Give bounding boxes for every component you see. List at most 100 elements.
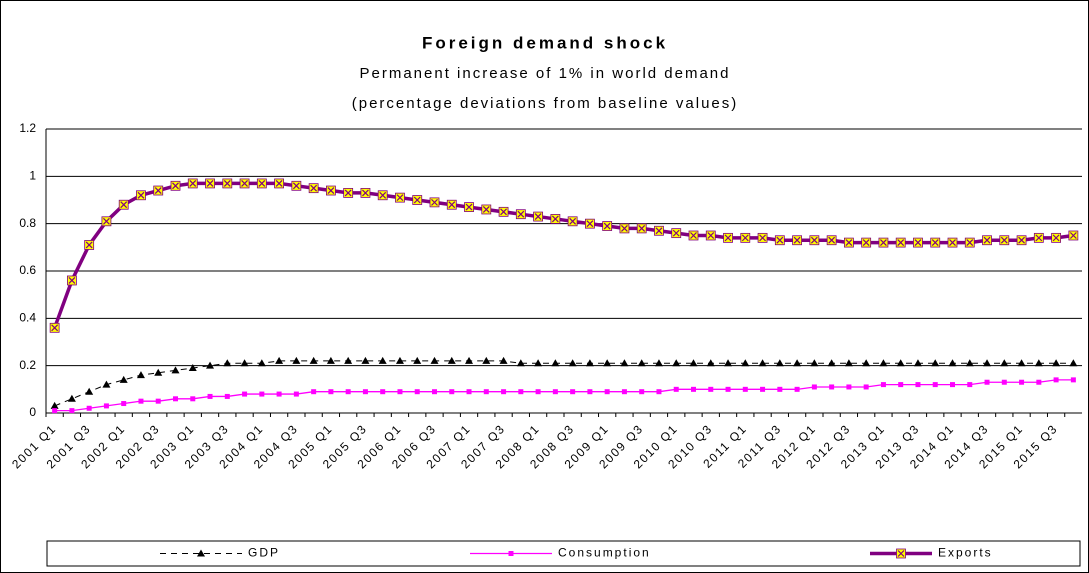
data-point <box>447 356 456 364</box>
data-point <box>1036 379 1042 385</box>
data-point-cross <box>707 232 715 239</box>
data-point <box>810 359 819 367</box>
data-point <box>430 356 439 364</box>
data-point-cross <box>1018 236 1025 244</box>
data-point-cross <box>292 182 300 190</box>
chart-subtitle: Permanent increase of 1% in world demand <box>360 65 731 82</box>
data-point <box>913 359 922 367</box>
y-tick-label: 0.8 <box>19 216 36 230</box>
data-point <box>932 382 938 388</box>
legend-label: Exports <box>938 546 993 560</box>
data-point <box>1019 379 1025 385</box>
data-point-cross <box>966 239 974 247</box>
data-point <box>432 389 437 395</box>
data-point <box>552 389 558 395</box>
data-point-cross <box>621 224 628 232</box>
data-point <box>862 359 871 367</box>
data-point-cross <box>241 180 248 187</box>
data-point <box>378 356 387 364</box>
data-point <box>863 384 869 390</box>
data-point-cross <box>759 234 766 242</box>
data-point-cross <box>690 232 697 239</box>
data-point-cross <box>51 324 59 332</box>
data-point-cross <box>275 180 283 187</box>
data-point <box>397 389 403 395</box>
data-point <box>844 359 853 367</box>
data-point <box>846 384 852 390</box>
data-point <box>361 356 370 364</box>
data-point <box>499 356 508 364</box>
legend-marker-cross <box>897 550 905 557</box>
data-point <box>136 371 145 379</box>
data-point <box>242 391 248 397</box>
data-point <box>240 359 249 367</box>
data-point <box>155 398 161 404</box>
data-point <box>380 389 386 395</box>
data-point-cross <box>949 239 956 247</box>
data-point <box>188 364 197 372</box>
y-tick-label: 1.2 <box>19 121 36 135</box>
data-point <box>811 384 817 390</box>
data-point-cross <box>310 184 318 192</box>
data-point <box>829 384 835 390</box>
data-point <box>880 382 886 388</box>
data-point <box>620 359 629 367</box>
data-point <box>154 368 163 376</box>
data-point <box>725 386 731 392</box>
data-point-cross <box>172 182 179 190</box>
data-point <box>708 386 714 392</box>
data-point <box>793 359 802 367</box>
data-point <box>1052 359 1061 367</box>
data-point <box>587 389 593 395</box>
data-point-cross <box>776 236 784 244</box>
data-point-cross <box>1052 234 1060 242</box>
legend-label: Consumption <box>558 546 651 560</box>
data-point-cross <box>137 191 145 199</box>
data-point <box>898 382 904 388</box>
data-point <box>275 356 284 364</box>
data-point <box>223 359 232 367</box>
data-point <box>311 389 317 395</box>
legend-marker <box>197 549 205 557</box>
y-tick-label: 0.6 <box>19 263 36 277</box>
data-point <box>292 356 301 364</box>
data-point-cross <box>482 206 490 213</box>
data-point <box>827 359 836 367</box>
data-point-cross <box>465 203 473 211</box>
data-point <box>879 359 888 367</box>
data-point <box>551 359 560 367</box>
data-point <box>103 403 109 409</box>
data-point-cross <box>897 239 905 247</box>
data-point-cross <box>223 180 231 187</box>
data-point <box>67 394 76 402</box>
data-point <box>604 389 610 395</box>
data-point <box>190 396 196 402</box>
data-point <box>328 389 334 395</box>
data-point <box>345 389 351 395</box>
data-point <box>171 366 180 374</box>
data-point <box>362 389 368 395</box>
data-point <box>535 389 541 395</box>
legend-label: GDP <box>248 546 280 560</box>
data-point-cross <box>344 189 352 197</box>
data-point <box>931 359 940 367</box>
data-point <box>395 356 404 364</box>
data-point <box>794 386 800 392</box>
data-point <box>983 359 992 367</box>
data-point <box>689 359 698 367</box>
data-point-cross <box>517 210 525 218</box>
data-point-cross <box>569 217 577 225</box>
data-point <box>1053 377 1059 383</box>
data-point <box>1017 359 1026 367</box>
data-point <box>673 386 679 392</box>
data-point <box>206 361 215 369</box>
data-point <box>775 359 784 367</box>
data-point <box>706 359 715 367</box>
data-point <box>50 401 59 409</box>
data-point <box>654 359 663 367</box>
data-point-cross <box>1069 232 1077 239</box>
data-point <box>948 359 957 367</box>
data-point <box>672 359 681 367</box>
data-point-cross <box>379 191 387 199</box>
